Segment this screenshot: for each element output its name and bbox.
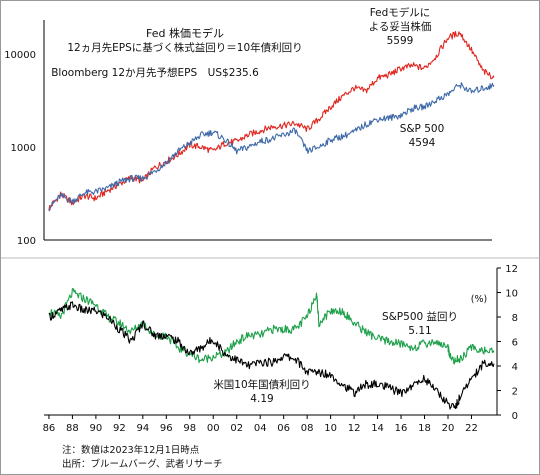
bottom-xtick-label-0: 86	[43, 423, 56, 434]
bottom-xtick-label-9: 04	[254, 423, 267, 434]
bottom-xtick-label-18: 22	[465, 423, 478, 434]
bottom-xtick-label-1: 88	[66, 423, 79, 434]
bottom-xtick-label-14: 14	[371, 423, 384, 434]
bottom-xtick-label-7: 00	[207, 423, 220, 434]
fed-label-value: 5599	[387, 35, 414, 47]
bottom-ytick-label-6: 12	[505, 264, 518, 275]
bottom-xtick-label-17: 20	[442, 423, 455, 434]
bottom-xtick-label-10: 06	[277, 423, 290, 434]
bottom-ytick-label-1: 2	[512, 387, 518, 398]
top-title: Fed 株価モデル	[146, 26, 224, 40]
sp500-value: 4594	[409, 137, 436, 149]
top-subtitle: 12ヵ月先EPSに基づく株式益回り＝10年債利回り	[67, 41, 302, 54]
bottom-series-group	[48, 288, 495, 410]
bottom-series-line-1	[48, 301, 495, 410]
top-ytick-100: 100	[17, 236, 36, 247]
bottom-ytick-label-2: 4	[512, 362, 518, 373]
bottom-xticks-group: 86 88 90 92 94 96 98 00 02 04 06 08 10 12 14 16 18 20 22	[43, 415, 478, 434]
bottom-xtick-label-3: 92	[113, 423, 126, 434]
ey-label: S&P500 益回り	[382, 310, 458, 323]
bottom-unit: (%)	[471, 294, 487, 305]
bottom-ytick-label-3: 6	[512, 338, 518, 349]
bottom-xtick-label-15: 16	[395, 423, 408, 434]
bottom-xtick-label-6: 98	[183, 423, 196, 434]
bottom-ytick-label-0: 0	[512, 411, 518, 422]
fed-label-line1: Fedモデルに	[370, 6, 431, 19]
bottom-series-line-0	[48, 288, 495, 365]
bottom-xtick-label-5: 96	[160, 423, 173, 434]
bottom-xtick-label-12: 10	[324, 423, 337, 434]
footer-note: 注：数値は2023年12月1日時点	[62, 445, 200, 456]
bottom-xtick-label-2: 90	[90, 423, 103, 434]
sp500-label: S&P 500	[400, 123, 445, 135]
top-ytick-10000: 10000	[4, 50, 36, 61]
bottom-xtick-label-8: 02	[230, 423, 243, 434]
ey-value: 5.11	[408, 325, 431, 337]
top-note: Bloomberg 12か月先予想EPS US$235.6	[51, 66, 259, 79]
bottom-xtick-label-13: 12	[348, 423, 361, 434]
footer-source: 出所：ブルームバーグ、武者リサーチ	[62, 459, 223, 470]
bottom-xtick-label-4: 94	[136, 423, 149, 434]
bottom-ytick-label-4: 8	[512, 313, 518, 324]
bottom-xtick-label-16: 18	[418, 423, 431, 434]
top-series-line-1	[48, 82, 495, 212]
ust-value: 4.19	[250, 393, 273, 405]
top-ytick-1000: 1000	[11, 143, 36, 154]
ust-label: 米国10年国債利回り	[213, 378, 310, 391]
fed-label-line2: よる妥当株価	[369, 20, 432, 33]
bottom-xtick-label-11: 08	[301, 423, 314, 434]
top-series-group	[48, 31, 495, 212]
bottom-ytick-label-5: 10	[505, 289, 518, 300]
bottom-yticks-group: 0 2 4 6 8 10 12	[497, 264, 518, 422]
